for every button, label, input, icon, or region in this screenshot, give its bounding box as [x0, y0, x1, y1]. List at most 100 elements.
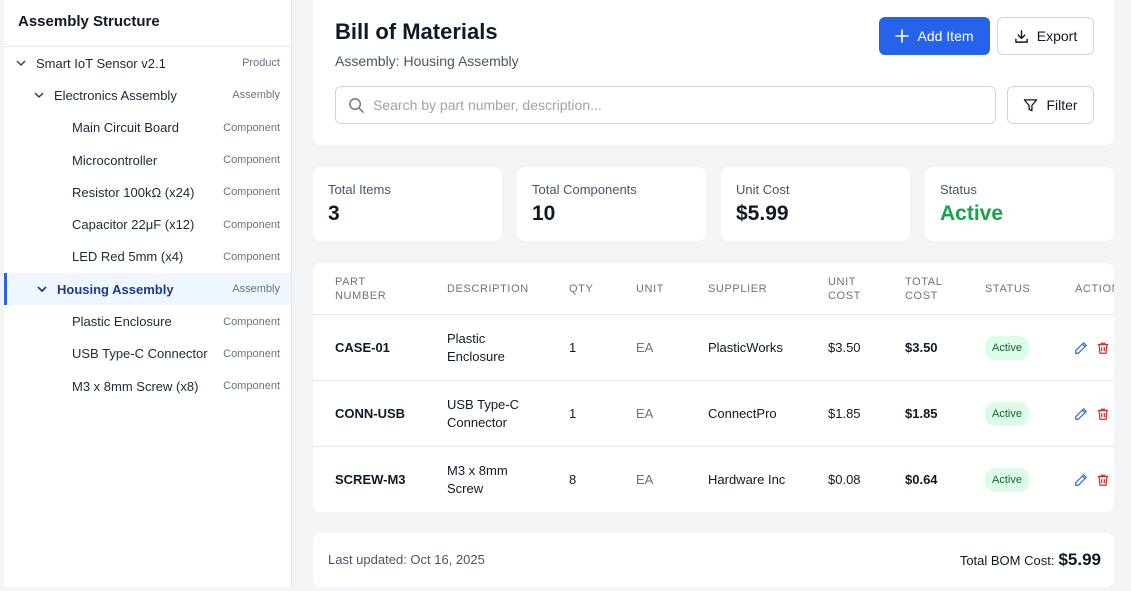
col-header-unit[interactable]: UNIT — [636, 263, 664, 314]
bom-header: Bill of Materials Assembly: Housing Asse… — [313, 0, 1114, 145]
tree-item-label: Main Circuit Board — [72, 120, 179, 136]
table-row[interactable]: CONN-USB USB Type-C Connector 1 EA Connec… — [313, 381, 1114, 447]
pencil-icon[interactable] — [1074, 473, 1088, 487]
tree-item-component[interactable]: Main Circuit Board Component — [4, 112, 291, 144]
tree-item-assembly[interactable]: Electronics Assembly Assembly — [4, 79, 291, 111]
search-box[interactable] — [335, 86, 996, 124]
cell-unit: EA — [636, 340, 654, 355]
filter-button[interactable]: Filter — [1007, 86, 1094, 124]
tree-item-component[interactable]: Plastic Enclosure Component — [4, 305, 291, 337]
tree-item-component[interactable]: USB Type-C Connector Component — [4, 338, 291, 370]
col-header-line: COST — [828, 289, 861, 302]
search-icon — [349, 97, 364, 113]
cell-actions — [1074, 381, 1110, 447]
cell-status: Active — [985, 315, 1029, 381]
status-badge: Active — [985, 468, 1029, 492]
table-row[interactable]: CASE-01 Plastic Enclosure 1 EA PlasticWor… — [313, 315, 1114, 381]
cell-description: USB Type-C Connector — [447, 381, 519, 447]
cell-part-number: SCREW-M3 — [335, 472, 406, 487]
tree-item-product[interactable]: Smart IoT Sensor v2.1 Product — [4, 47, 291, 79]
col-header-line: NUMBER — [335, 289, 387, 302]
pencil-icon[interactable] — [1074, 407, 1088, 421]
stat-value: 10 — [532, 202, 556, 225]
add-item-button[interactable]: Add Item — [879, 17, 990, 55]
cell-total-cost: $1.85 — [905, 406, 938, 421]
tree-item-label: Plastic Enclosure — [72, 314, 172, 330]
add-item-label: Add Item — [917, 28, 974, 44]
tree-item-type: Component — [223, 186, 280, 199]
stat-status: Status Active — [925, 167, 1114, 241]
cell-unit-cost: $0.08 — [828, 472, 861, 487]
desc-line: Screw — [447, 481, 484, 496]
col-header-line: STATUS — [985, 282, 1031, 295]
tree-item-assembly-selected[interactable]: Housing Assembly Assembly — [4, 273, 291, 306]
cell-unit: EA — [636, 472, 654, 487]
table-row[interactable]: SCREW-M3 M3 x 8mm Screw 8 EA Hardware Inc… — [313, 447, 1114, 512]
col-header-line: ACTIONS — [1075, 282, 1114, 295]
tree-item-label: Housing Assembly — [57, 281, 174, 297]
stat-label: Total Items — [328, 182, 391, 197]
tree-item-label: Resistor 100kΩ (x24) — [72, 184, 195, 200]
stat-label: Unit Cost — [736, 182, 790, 197]
col-header-qty[interactable]: QTY — [569, 263, 593, 314]
tree-item-type: Product — [242, 57, 280, 70]
chevron-down-icon[interactable] — [15, 57, 27, 69]
cell-part-number: CONN-USB — [335, 406, 406, 421]
cell-qty: 1 — [569, 406, 577, 421]
status-badge: Active — [985, 402, 1029, 426]
search-input[interactable] — [373, 97, 973, 113]
tree-item-type: Component — [223, 218, 280, 231]
tree-item-component[interactable]: Microcontroller Component — [4, 144, 291, 176]
tree-item-label: USB Type-C Connector — [72, 346, 208, 362]
export-button[interactable]: Export — [997, 17, 1094, 55]
pencil-icon[interactable] — [1074, 341, 1088, 355]
tree-item-type: Component — [223, 347, 280, 360]
tree-item-type: Component — [223, 154, 280, 167]
tree-item-component[interactable]: LED Red 5mm (x4) Component — [4, 241, 291, 273]
chevron-down-icon[interactable] — [36, 283, 48, 295]
bom-footer: Last updated: Oct 16, 2025 Total BOM Cos… — [313, 533, 1114, 587]
col-header-line: PART — [335, 275, 366, 288]
col-header-part-number[interactable]: PART NUMBER — [335, 263, 386, 314]
stat-label: Status — [940, 182, 977, 197]
sidebar-title: Assembly Structure — [4, 0, 291, 47]
tree-item-type: Component — [223, 121, 280, 134]
cell-description: M3 x 8mm Screw — [447, 447, 508, 512]
status-value: Active — [940, 202, 1004, 225]
cell-part-number: CASE-01 — [335, 340, 390, 355]
chevron-down-icon[interactable] — [33, 89, 45, 101]
tree-item-label: M3 x 8mm Screw (x8) — [72, 378, 199, 394]
cell-actions — [1074, 447, 1110, 512]
col-header-supplier[interactable]: SUPPLIER — [708, 263, 767, 314]
tree-item-component[interactable]: Capacitor 22μF (x12) Component — [4, 208, 291, 240]
cell-supplier: PlasticWorks — [708, 340, 783, 355]
tree-item-component[interactable]: Resistor 100kΩ (x24) Component — [4, 176, 291, 208]
desc-line: USB Type-C — [447, 397, 520, 412]
tree-item-component[interactable]: M3 x 8mm Screw (x8) Component — [4, 370, 291, 402]
col-header-line: DESCRIPTION — [447, 282, 529, 295]
last-updated: Last updated: Oct 16, 2025 — [328, 552, 485, 567]
cell-unit: EA — [636, 406, 654, 421]
export-label: Export — [1036, 28, 1078, 44]
col-header-total-cost[interactable]: TOTAL COST — [905, 263, 942, 314]
cell-unit-cost: $3.50 — [828, 340, 861, 355]
col-header-actions: ACTIONS — [1075, 263, 1114, 314]
trash-icon[interactable] — [1096, 407, 1110, 421]
cell-description: Plastic Enclosure — [447, 315, 505, 381]
stat-value: $5.99 — [736, 202, 789, 225]
desc-line: M3 x 8mm — [447, 463, 508, 478]
table-header-divider — [313, 314, 1114, 315]
trash-icon[interactable] — [1096, 473, 1110, 487]
col-header-line: COST — [905, 289, 938, 302]
col-header-status[interactable]: STATUS — [985, 263, 1030, 314]
col-header-description[interactable]: DESCRIPTION — [447, 263, 529, 314]
cell-status: Active — [985, 381, 1029, 447]
tree-item-type: Component — [223, 315, 280, 328]
col-header-unit-cost[interactable]: UNIT COST — [828, 263, 861, 314]
tree-item-type: Assembly — [232, 283, 280, 296]
page-title: Bill of Materials — [335, 19, 498, 44]
stat-value: 3 — [328, 202, 340, 225]
trash-icon[interactable] — [1096, 341, 1110, 355]
cell-total-cost: $3.50 — [905, 340, 938, 355]
total-cost-value: $5.99 — [1058, 550, 1101, 569]
